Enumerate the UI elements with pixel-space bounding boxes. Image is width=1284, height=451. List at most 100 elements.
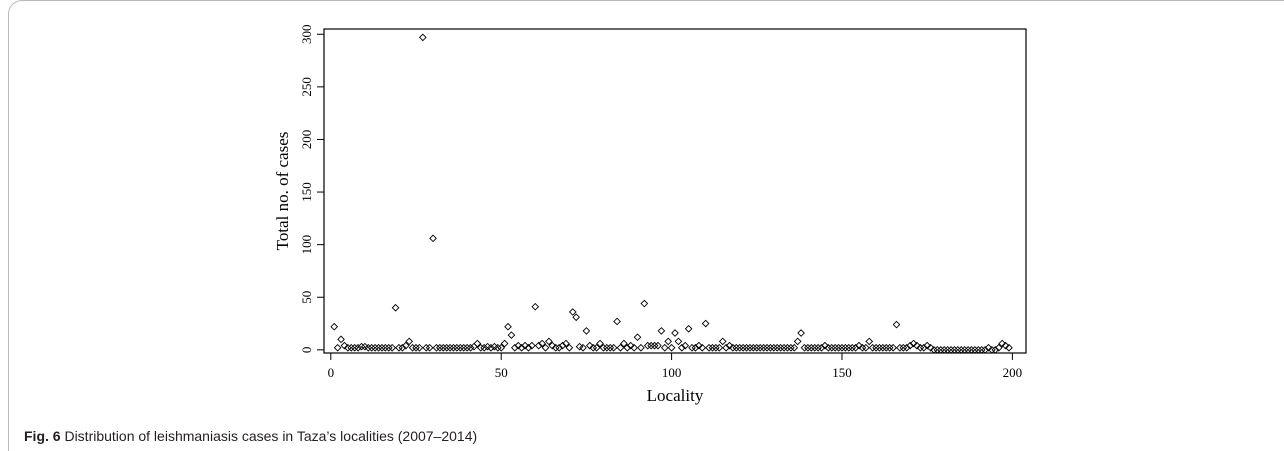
data-point — [613, 317, 621, 326]
data-point — [773, 343, 782, 352]
data-point — [759, 343, 768, 352]
data-point — [568, 308, 577, 316]
x-tick-label: 150 — [832, 365, 852, 380]
data-point — [333, 343, 342, 352]
data-point — [599, 343, 608, 352]
x-tick-label: 100 — [662, 365, 682, 380]
data-point — [909, 339, 918, 348]
data-point — [643, 341, 652, 350]
data-point — [439, 343, 448, 352]
data-point — [528, 341, 536, 350]
data-point — [510, 343, 519, 352]
data-point — [398, 343, 407, 352]
data-point — [603, 343, 611, 352]
data-point — [630, 343, 638, 352]
data-point — [943, 346, 952, 354]
data-point — [531, 302, 540, 311]
data-point — [868, 343, 877, 352]
data-point — [626, 341, 635, 350]
data-point — [701, 319, 710, 328]
data-point — [446, 343, 454, 352]
y-tick-label: 0 — [299, 347, 314, 354]
data-point — [1005, 343, 1013, 352]
data-point — [514, 341, 523, 350]
data-point — [660, 343, 669, 352]
data-point — [677, 343, 686, 352]
y-tick-label: 150 — [299, 182, 314, 202]
data-point — [838, 343, 846, 352]
data-point — [981, 346, 989, 354]
plot-frame — [323, 28, 1027, 354]
y-tick-label: 250 — [299, 77, 314, 97]
data-point — [732, 343, 741, 352]
data-point — [483, 342, 492, 351]
data-point — [783, 343, 792, 352]
data-point — [797, 329, 805, 337]
data-point — [507, 331, 516, 339]
data-point — [957, 346, 966, 354]
data-point — [735, 343, 744, 352]
data-point — [844, 343, 853, 352]
data-point — [793, 337, 802, 346]
data-point — [681, 341, 690, 350]
data-point — [534, 341, 543, 350]
data-point — [851, 343, 860, 352]
data-point — [391, 303, 400, 312]
data-point — [340, 341, 349, 350]
data-point — [541, 343, 550, 352]
data-point — [476, 343, 485, 352]
data-point — [517, 343, 526, 352]
data-point — [967, 346, 976, 354]
data-point — [988, 346, 996, 354]
axis-ticks: 0 50 100 150 200 0 50 100 150 200 250 300 — [299, 25, 1022, 380]
x-tick-label: 0 — [328, 365, 335, 380]
data-point — [538, 339, 546, 348]
data-point — [875, 343, 884, 352]
data-point — [913, 341, 921, 350]
caption-text: Distribution of leishmaniasis cases in T… — [64, 428, 478, 444]
data-point — [705, 343, 713, 352]
data-point — [827, 343, 836, 352]
data-point — [821, 341, 829, 350]
data-point — [378, 343, 386, 352]
data-point — [718, 337, 727, 346]
data-point — [592, 343, 601, 352]
data-point — [722, 343, 730, 352]
data-point — [780, 343, 788, 352]
x-axis-label: Locality — [647, 386, 704, 405]
figure-caption: Fig. 6 Distribution of leishmaniasis cas… — [24, 428, 477, 444]
data-point — [347, 343, 356, 352]
data-point — [545, 337, 553, 346]
data-point — [395, 343, 403, 352]
data-point — [930, 346, 938, 354]
data-point — [555, 343, 563, 352]
data-point — [984, 343, 993, 352]
data-point — [647, 341, 655, 350]
data-point — [384, 343, 393, 352]
data-point — [824, 343, 833, 352]
data-point — [664, 337, 673, 346]
data-point — [633, 333, 642, 342]
data-point — [609, 343, 618, 352]
caption-label: Fig. 6 — [24, 428, 61, 444]
data-point — [746, 343, 754, 352]
data-point — [848, 343, 857, 352]
data-point — [344, 343, 352, 352]
data-point — [742, 343, 751, 352]
data-point — [889, 343, 897, 352]
data-point — [936, 346, 945, 354]
data-point — [885, 343, 894, 352]
data-point — [834, 343, 843, 352]
data-point — [814, 343, 822, 352]
data-point — [442, 343, 451, 352]
data-point — [879, 343, 887, 352]
data-point — [916, 343, 925, 352]
data-point — [388, 343, 396, 352]
data-point — [470, 342, 478, 351]
data-point — [575, 342, 584, 351]
data-point — [739, 343, 747, 352]
data-point — [671, 329, 679, 337]
data-point — [776, 343, 785, 352]
data-point — [712, 343, 720, 352]
